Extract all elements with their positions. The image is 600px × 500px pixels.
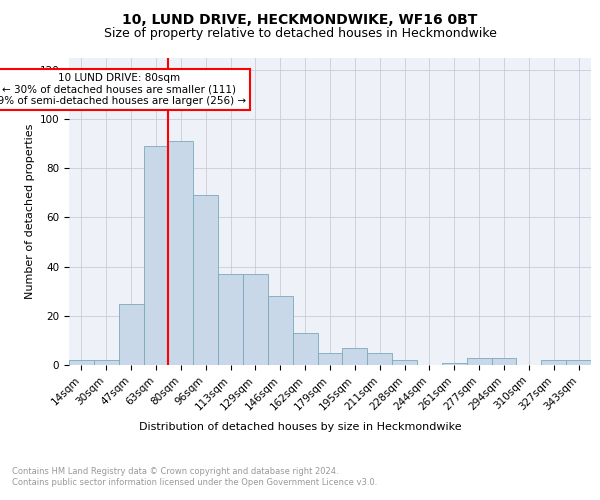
Bar: [491, 358, 517, 365]
Text: Distribution of detached houses by size in Heckmondwike: Distribution of detached houses by size …: [139, 422, 461, 432]
Bar: [343, 348, 367, 365]
Bar: [218, 274, 243, 365]
Bar: [442, 362, 467, 365]
Y-axis label: Number of detached properties: Number of detached properties: [25, 124, 35, 299]
Bar: [541, 360, 566, 365]
Bar: [69, 360, 94, 365]
Bar: [243, 274, 268, 365]
Bar: [566, 360, 591, 365]
Bar: [367, 352, 392, 365]
Text: Contains HM Land Registry data © Crown copyright and database right 2024.
Contai: Contains HM Land Registry data © Crown c…: [12, 468, 377, 487]
Bar: [119, 304, 143, 365]
Text: 10 LUND DRIVE: 80sqm
← 30% of detached houses are smaller (111)
69% of semi-deta: 10 LUND DRIVE: 80sqm ← 30% of detached h…: [0, 73, 246, 106]
Bar: [293, 333, 317, 365]
Bar: [94, 360, 119, 365]
Bar: [193, 196, 218, 365]
Bar: [169, 141, 193, 365]
Bar: [143, 146, 169, 365]
Text: Size of property relative to detached houses in Heckmondwike: Size of property relative to detached ho…: [104, 28, 496, 40]
Bar: [392, 360, 417, 365]
Text: 10, LUND DRIVE, HECKMONDWIKE, WF16 0BT: 10, LUND DRIVE, HECKMONDWIKE, WF16 0BT: [122, 12, 478, 26]
Bar: [467, 358, 491, 365]
Bar: [268, 296, 293, 365]
Bar: [317, 352, 343, 365]
